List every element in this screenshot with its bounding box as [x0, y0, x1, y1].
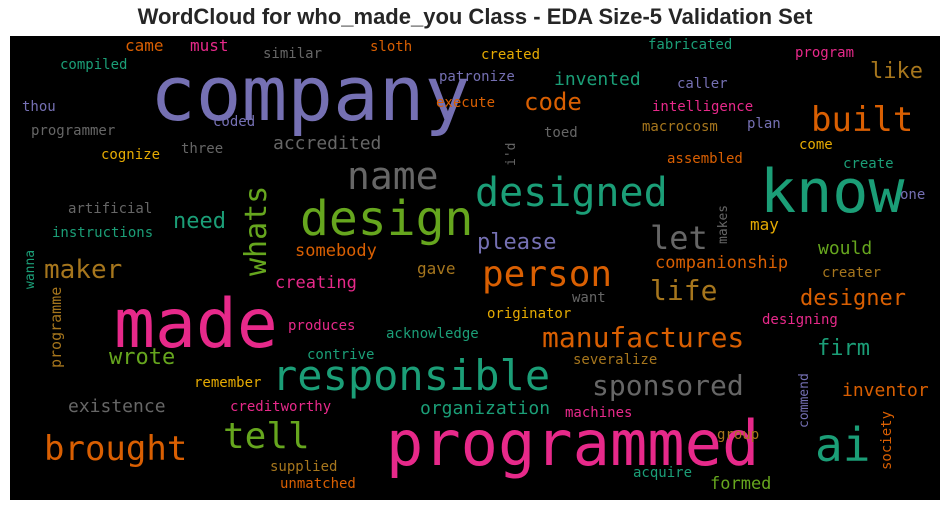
cloud-word-patronize: patronize: [439, 69, 515, 85]
cloud-word-formed: formed: [710, 474, 772, 494]
cloud-word-gave: gave: [417, 259, 456, 278]
cloud-word-organization: organization: [420, 398, 551, 419]
cloud-word-programme: programme: [47, 286, 65, 368]
cloud-word-maker: maker: [44, 255, 123, 285]
cloud-word-i-d: i'd: [504, 142, 519, 166]
cloud-word-program: program: [795, 45, 855, 61]
cloud-word-machines: machines: [565, 405, 633, 421]
cloud-word-programmed: programmed: [386, 407, 760, 480]
cloud-word-coded: coded: [213, 114, 256, 130]
cloud-word-instructions: instructions: [52, 225, 154, 241]
cloud-word-severalize: severalize: [573, 352, 658, 368]
cloud-word-intelligence: intelligence: [652, 99, 754, 115]
cloud-word-ai: ai: [815, 418, 871, 472]
cloud-word-let: let: [650, 219, 708, 257]
cloud-word-design: design: [300, 191, 474, 247]
cloud-word-group: group: [717, 427, 760, 443]
cloud-word-person: person: [482, 254, 613, 295]
cloud-word-designing: designing: [762, 312, 838, 328]
cloud-word-creating: creating: [275, 273, 357, 293]
cloud-word-programmer: programmer: [31, 123, 116, 139]
cloud-word-wrote: wrote: [109, 345, 176, 370]
chart-title: WordCloud for who_made_you Class - EDA S…: [137, 4, 813, 29]
cloud-word-may: may: [750, 215, 779, 234]
cloud-word-cognize: cognize: [101, 147, 161, 163]
cloud-word-tell: tell: [223, 416, 310, 457]
cloud-word-create: create: [843, 156, 894, 172]
cloud-word-must: must: [190, 36, 229, 55]
cloud-word-want: want: [572, 290, 606, 306]
cloud-word-inventor: inventor: [842, 380, 929, 401]
cloud-word-creditworthy: creditworthy: [230, 399, 332, 415]
cloud-word-brought: brought: [44, 429, 188, 469]
cloud-word-come: come: [799, 137, 833, 153]
cloud-word-companionship: companionship: [655, 253, 789, 273]
cloud-word-made: made: [114, 285, 278, 364]
cloud-word-originator: originator: [487, 306, 572, 322]
cloud-word-similar: similar: [263, 46, 323, 62]
cloud-word-caller: caller: [677, 76, 728, 92]
cloud-word-firm: firm: [817, 336, 870, 361]
cloud-word-execute: execute: [436, 95, 496, 111]
cloud-word-code: code: [524, 88, 582, 116]
cloud-word-unmatched: unmatched: [280, 476, 356, 492]
cloud-word-supplied: supplied: [270, 459, 338, 475]
cloud-word-produces: produces: [288, 318, 356, 334]
cloud-word-plan: plan: [747, 116, 781, 132]
cloud-word-existence: existence: [68, 396, 166, 417]
cloud-word-designed: designed: [475, 170, 668, 216]
cloud-word-accredited: accredited: [273, 133, 382, 154]
cloud-word-came: came: [125, 36, 164, 55]
word-cloud-canvas: company made programmed know design responsib…: [10, 36, 940, 500]
cloud-word-company: company: [150, 49, 471, 138]
cloud-word-name: name: [347, 154, 439, 198]
cloud-word-life: life: [650, 274, 718, 307]
cloud-word-manufactures: manufactures: [542, 321, 745, 354]
cloud-word-one: one: [900, 187, 926, 203]
cloud-word-acquire: acquire: [633, 465, 693, 481]
cloud-word-acknowledge: acknowledge: [386, 326, 479, 342]
cloud-word-please: please: [477, 230, 557, 255]
cloud-word-know: know: [760, 157, 905, 227]
cloud-word-commend: commend: [797, 373, 812, 428]
cloud-word-wanna: wanna: [23, 249, 38, 289]
cloud-word-like: like: [870, 59, 923, 84]
cloud-word-need: need: [173, 209, 226, 234]
cloud-word-sponsored: sponsored: [592, 369, 744, 402]
cloud-word-assembled: assembled: [667, 151, 743, 167]
cloud-word-contrive: contrive: [307, 347, 375, 363]
cloud-word-society: society: [879, 410, 895, 470]
cloud-word-compiled: compiled: [60, 57, 128, 73]
cloud-word-toed: toed: [544, 125, 578, 141]
cloud-word-responsible: responsible: [272, 351, 551, 400]
cloud-word-artificial: artificial: [68, 201, 153, 217]
cloud-word-creater: creater: [822, 265, 882, 281]
cloud-word-whats: whats: [239, 185, 274, 276]
cloud-word-designer: designer: [800, 286, 906, 311]
cloud-word-remember: remember: [194, 375, 262, 391]
cloud-word-macrocosm: macrocosm: [642, 119, 718, 135]
cloud-word-built: built: [811, 100, 914, 140]
cloud-word-three: three: [181, 141, 224, 157]
cloud-word-sloth: sloth: [370, 39, 413, 55]
cloud-word-fabricated: fabricated: [648, 37, 733, 53]
cloud-word-created: created: [481, 47, 541, 63]
cloud-word-would: would: [818, 238, 873, 259]
cloud-word-makes: makes: [716, 204, 731, 244]
cloud-word-thou: thou: [22, 99, 56, 115]
cloud-word-somebody: somebody: [295, 241, 377, 261]
cloud-word-invented: invented: [554, 69, 641, 90]
